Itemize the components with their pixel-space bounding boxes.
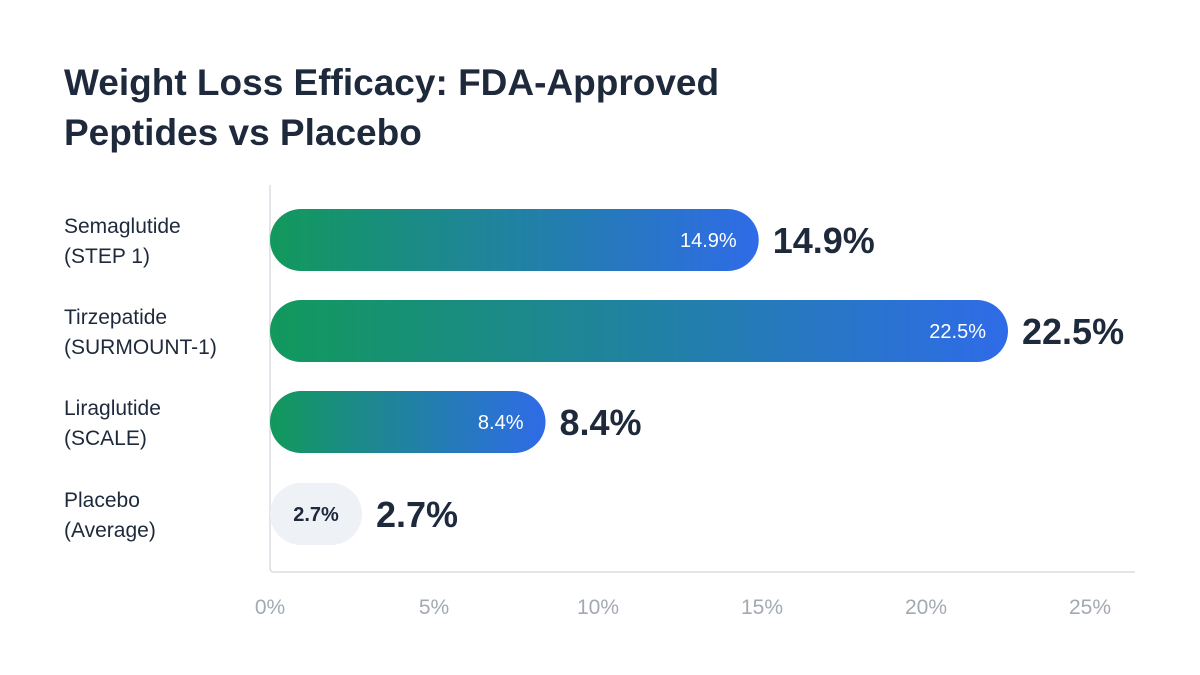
bar-inner-label: 14.9% — [680, 230, 737, 252]
bar — [270, 483, 362, 545]
chart-title: Weight Loss Efficacy: FDA-Approved Pepti… — [64, 62, 720, 153]
data-label: 2.7% — [376, 494, 458, 535]
category-label: (Average) — [64, 519, 156, 542]
category-label: (STEP 1) — [64, 245, 150, 268]
x-tick-label: 15% — [741, 596, 783, 619]
x-tick-label: 5% — [419, 596, 449, 619]
category-label: Semaglutide — [64, 215, 181, 238]
data-label: 22.5% — [1022, 311, 1124, 352]
x-tick-label: 25% — [1069, 596, 1111, 619]
bar-inner-label: 2.7% — [293, 504, 339, 526]
x-tick-label: 20% — [905, 596, 947, 619]
category-label: (SCALE) — [64, 427, 147, 450]
category-label: Placebo — [64, 489, 140, 512]
axis-line — [269, 185, 1135, 573]
x-tick-label: 0% — [255, 596, 285, 619]
category-label: Tirzepatide — [64, 306, 167, 329]
bar — [270, 391, 546, 453]
bar-inner-label: 8.4% — [478, 412, 524, 434]
bar — [270, 300, 1008, 362]
data-label: 8.4% — [560, 402, 642, 443]
bar — [270, 209, 759, 271]
category-label: (SURMOUNT-1) — [64, 336, 217, 359]
bar-inner-label: 22.5% — [929, 321, 986, 343]
category-label: Liraglutide — [64, 397, 161, 420]
data-label: 14.9% — [773, 220, 875, 261]
x-tick-label: 10% — [577, 596, 619, 619]
